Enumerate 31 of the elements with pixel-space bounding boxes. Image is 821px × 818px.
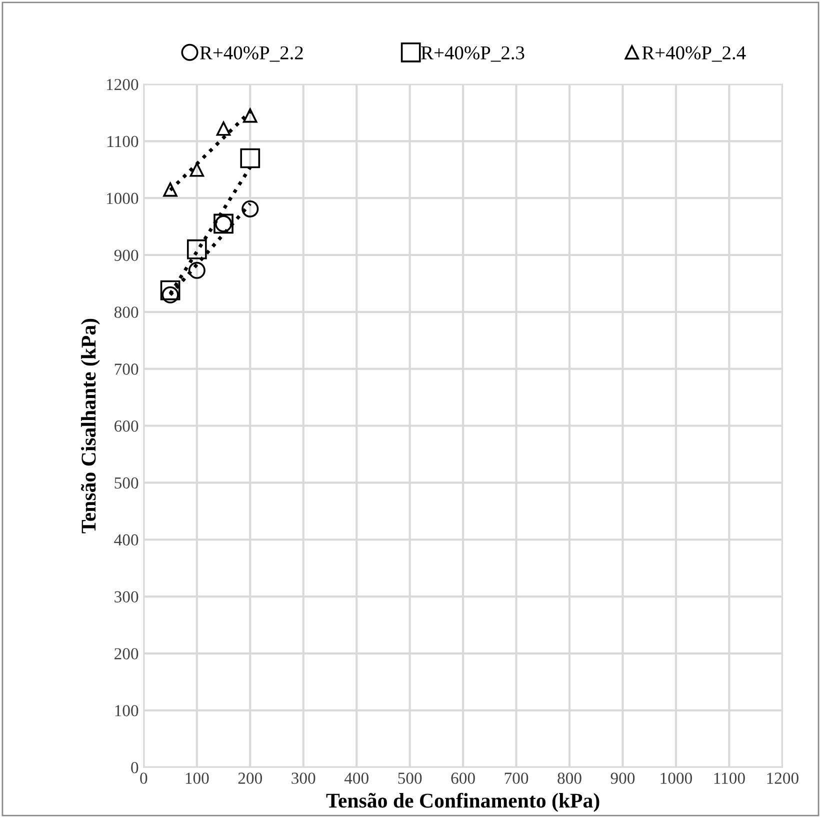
x-tick-label: 100 (186, 772, 209, 784)
y-tick-label: 800 (114, 306, 138, 318)
x-tick-label: 800 (558, 772, 582, 784)
x-tick-label: 600 (451, 772, 475, 784)
x-tick-label: 200 (238, 772, 262, 784)
y-tick-label: 200 (114, 648, 138, 660)
y-tick-label: 1200 (106, 78, 138, 90)
x-tick-label: 700 (504, 772, 528, 784)
x-tick-label: 500 (398, 772, 422, 784)
y-tick-label: 700 (114, 364, 138, 375)
y-tick-label: 0 (131, 762, 138, 774)
y-axis-title: Tensão Cisalhante (kPa) (80, 318, 100, 534)
x-tick-label: 300 (292, 772, 316, 784)
x-tick-label: 400 (344, 772, 368, 784)
x-tick-label: 1100 (714, 772, 745, 784)
legend-label: R+40%P_2.2 (200, 46, 303, 62)
x-tick-label: 1200 (767, 772, 798, 784)
y-tick-label: 500 (114, 477, 138, 489)
legend-label: R+40%P_2.3 (421, 46, 524, 62)
y-tick-label: 1100 (108, 136, 138, 148)
y-tick-label: 900 (114, 250, 138, 261)
y-tick-label: 100 (115, 705, 138, 716)
y-tick-label: 600 (114, 420, 138, 432)
x-tick-label: 1000 (660, 772, 692, 784)
y-tick-label: 300 (114, 591, 138, 602)
y-tick-label: 1000 (106, 192, 138, 204)
legend-label: R+40%P_2.4 (642, 46, 746, 62)
x-tick-label: 900 (610, 772, 635, 784)
x-tick-label: 0 (140, 772, 148, 784)
y-tick-label: 400 (114, 534, 138, 546)
x-axis-title: Tensão de Confinamento (kPa) (326, 792, 600, 812)
